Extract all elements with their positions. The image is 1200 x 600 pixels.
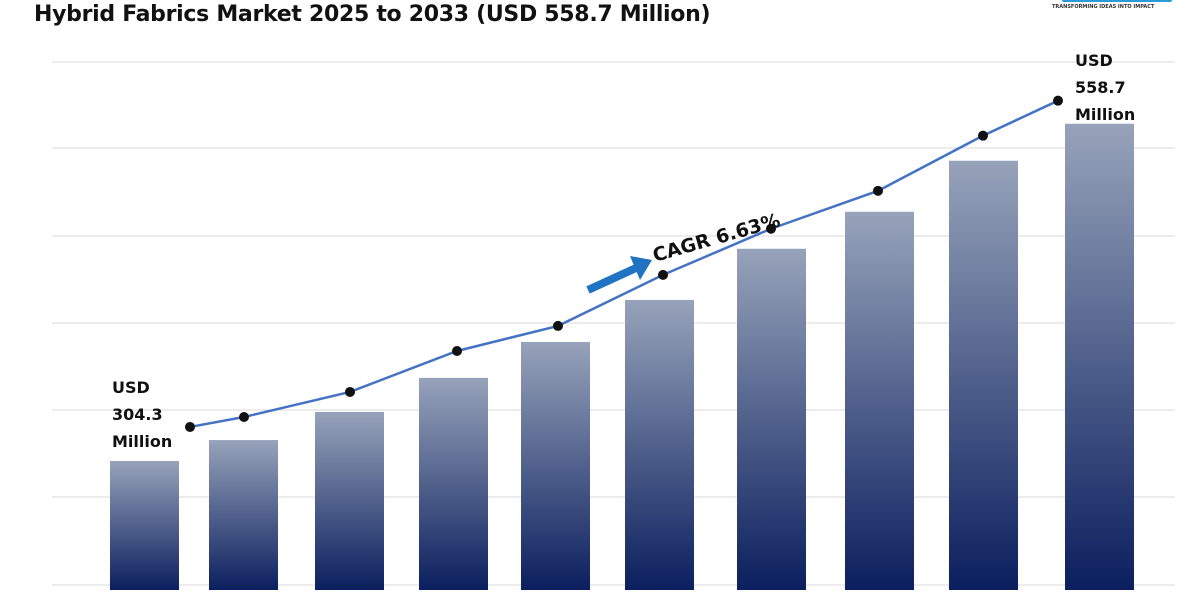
trend-point xyxy=(553,320,563,331)
start-label-2: 304.3 xyxy=(112,405,163,424)
start-label-1: USD xyxy=(112,378,150,397)
bar xyxy=(110,461,179,590)
trend-point xyxy=(978,130,988,141)
bar xyxy=(315,411,384,590)
bar xyxy=(845,211,914,590)
bar xyxy=(625,299,694,590)
bar xyxy=(521,341,590,590)
bar xyxy=(949,160,1018,591)
trend-point xyxy=(766,223,776,234)
trend-point xyxy=(873,185,883,196)
bar xyxy=(1065,123,1134,590)
trend-point xyxy=(658,269,668,280)
end-label-1: USD xyxy=(1075,51,1113,70)
bar xyxy=(737,248,806,590)
trend-line xyxy=(189,99,1059,429)
logo-tagline: TRANSFORMING IDEAS INTO IMPACT xyxy=(1052,4,1155,10)
bar xyxy=(209,440,278,590)
logo-mark xyxy=(1062,0,1172,2)
trend-point xyxy=(1053,95,1063,106)
trend-point xyxy=(452,345,462,356)
trend-point xyxy=(185,421,195,432)
start-label-3: Million xyxy=(112,432,172,451)
company-logo: TRANSFORMING IDEAS INTO IMPACT xyxy=(1052,0,1192,14)
trend-point xyxy=(345,386,355,397)
end-label-3: Million xyxy=(1075,105,1135,124)
end-label-2: 558.7 xyxy=(1075,78,1126,97)
bar xyxy=(419,377,488,590)
cagr-arrow-icon xyxy=(586,256,652,294)
trend-point xyxy=(239,411,249,422)
chart-title: Hybrid Fabrics Market 2025 to 2033 (USD … xyxy=(34,2,711,27)
